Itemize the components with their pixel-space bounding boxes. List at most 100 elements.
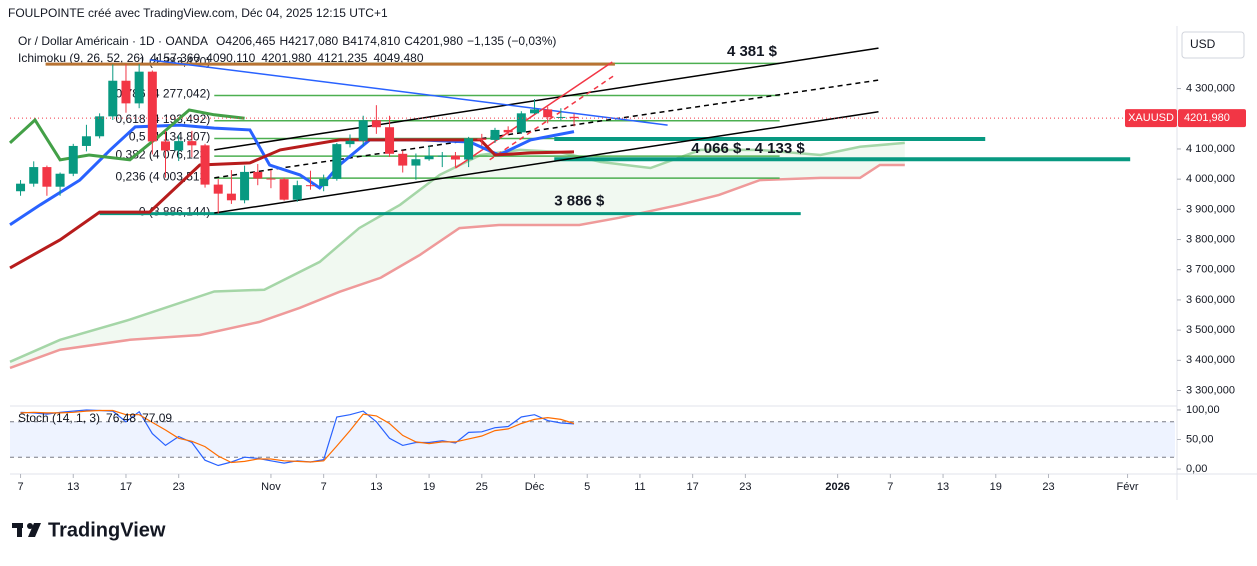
y-tick-label: 3 500,000 [1186,324,1235,336]
ohlc-key: B [342,34,350,48]
x-tick-label: 19 [423,481,435,493]
y-tick-label: 0,00 [1186,463,1207,475]
trendline [214,79,879,179]
candle-body [29,167,39,184]
y-tick-label: 100,00 [1186,404,1220,416]
x-tick-label: 7 [17,481,23,493]
x-tick-label: 23 [1042,481,1054,493]
x-tick-label: 17 [687,481,699,493]
ohlc-key: C [404,34,413,48]
x-tick-label: Déc [525,481,545,493]
candle-body [411,159,421,166]
y-tick-label: 3 700,000 [1186,264,1235,276]
x-tick-label: 23 [739,481,751,493]
candle-body [516,113,526,133]
ichimoku-value: 4090,110 [206,51,255,65]
candle-body [213,184,223,194]
ohlc-value: 4217,080 [288,34,338,48]
ohlc-value: 4174,810 [350,34,400,48]
candle-body [187,141,197,146]
stoch-legend: Stoch (14, 1, 3) [18,411,100,425]
credit: FOULPOINTE créé avec TradingView.com, Dé… [8,6,388,20]
x-tick-label: 17 [120,481,132,493]
candle-body [161,141,171,151]
fib-label: 0,236 (4 003,513) [116,169,211,183]
x-tick-label: 2026 [825,481,849,493]
candle-body [332,144,342,179]
change: −1,135 (−0,03%) [467,34,556,48]
candle-body [292,185,302,200]
y-tick-label: 4 000,000 [1186,173,1235,185]
x-tick-label: 13 [67,481,79,493]
candle-body [345,140,355,145]
candle-body [305,185,315,187]
ohlc-value: 4201,980 [413,34,463,48]
level-label: 4 381 $ [727,43,778,60]
trendline [214,47,879,151]
x-tick-label: 25 [476,481,488,493]
symbol-tag-label: XAUUSD [1128,112,1174,124]
candle-body [450,155,460,160]
candle-body [371,120,381,128]
span-b [9,163,905,370]
currency[interactable]: USD [1190,37,1216,51]
candle-body [266,178,276,180]
y-tick-label: 3 900,000 [1186,203,1235,215]
logo-text: TradingView [48,519,166,541]
price-tag [1178,109,1246,128]
zone-label: 4 066 $ - 4 133 $ [691,140,805,157]
candle-body [569,116,579,119]
candle-body [437,155,447,157]
ichimoku-value: 4121,235 [317,51,367,65]
candle-body [108,80,118,117]
candle-body [200,145,210,185]
x-tick-label: 11 [634,481,645,493]
y-tick-label: 4 100,000 [1186,143,1235,155]
candle-body [530,109,540,114]
y-tick-label: 3 800,000 [1186,233,1235,245]
stoch-value: 77,09 [142,411,172,425]
trendline [149,59,668,126]
candle-body [226,193,236,201]
candle-body [279,179,289,200]
ohlc-key: O [216,34,225,48]
fib-label: 0,618 (4 193,492) [116,112,211,126]
candle-body [42,167,52,187]
price-tag-label: 4201,980 [1184,112,1230,124]
x-tick-label: 23 [173,481,185,493]
candle-body [240,171,250,201]
candle-body [385,127,395,154]
candle-body [68,145,78,174]
y-tick-label: 4 300,000 [1186,82,1235,94]
x-tick-label: 7 [321,481,327,493]
candle-body [503,129,513,133]
x-tick-label: 5 [584,481,590,493]
candle-body [16,183,26,192]
stoch-value: 76,48 [106,411,136,425]
x-tick-label: 7 [887,481,893,493]
span-a [9,141,905,363]
candle-body [424,155,434,160]
ohlc-key: H [279,34,288,48]
ichimoku-legend: Ichimoku (9, 26, 52, 26) [18,51,144,65]
candle-body [490,129,500,140]
trendline [489,74,616,161]
symbol-tag [1125,109,1177,128]
ichimoku-line [9,123,575,226]
candle-body [543,109,553,118]
currency-button[interactable] [1181,31,1245,59]
ichimoku-value: 4201,980 [261,51,311,65]
candle-body [174,141,184,151]
logo-mark [12,523,41,537]
candle-body [556,116,566,118]
ohlc-value: 4206,465 [225,34,275,48]
x-tick-label: 13 [937,481,949,493]
x-tick-label: 19 [990,481,1002,493]
candle-body [253,171,263,179]
candle-body [95,116,105,137]
candle-body [477,138,487,140]
stoch-band [10,421,1175,458]
y-tick-label: 50,00 [1186,433,1214,445]
level-label: 3 886 $ [554,193,605,210]
